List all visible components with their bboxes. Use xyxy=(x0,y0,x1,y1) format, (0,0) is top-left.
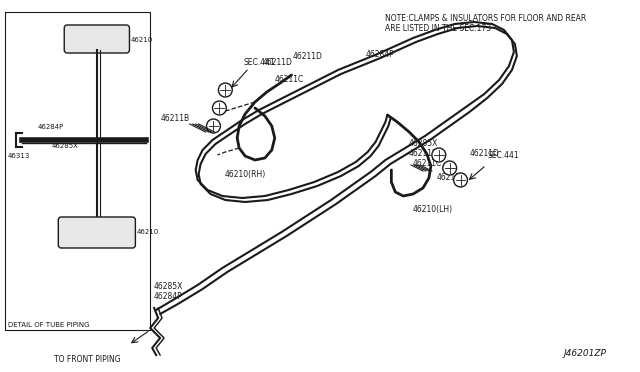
Text: SEC.441: SEC.441 xyxy=(243,58,275,67)
Text: 46313: 46313 xyxy=(8,153,30,159)
Text: TO FRONT PIPING: TO FRONT PIPING xyxy=(54,355,121,364)
Text: 46211C: 46211C xyxy=(275,75,304,84)
Text: 46284P: 46284P xyxy=(153,292,182,301)
Text: ARE LISTED IN THE SEC.173: ARE LISTED IN THE SEC.173 xyxy=(385,24,492,33)
FancyBboxPatch shape xyxy=(64,25,129,53)
Text: 46211B: 46211B xyxy=(408,149,437,158)
Text: 46284P: 46284P xyxy=(365,50,394,59)
Text: 46285X: 46285X xyxy=(408,139,438,148)
Text: 46211D: 46211D xyxy=(292,52,323,61)
Circle shape xyxy=(212,101,227,115)
Circle shape xyxy=(443,161,456,175)
Text: 46210(LH): 46210(LH) xyxy=(413,205,453,214)
Text: 46211C: 46211C xyxy=(413,159,442,168)
Text: 46211D: 46211D xyxy=(469,149,499,158)
Text: 46285X: 46285X xyxy=(153,282,182,291)
Circle shape xyxy=(432,148,445,162)
Text: 46285X: 46285X xyxy=(51,143,78,149)
Text: 46211B: 46211B xyxy=(161,113,189,122)
Text: DETAIL OF TUBE PIPING: DETAIL OF TUBE PIPING xyxy=(8,322,90,328)
Text: 46211D: 46211D xyxy=(263,58,292,67)
Text: J46201ZP: J46201ZP xyxy=(563,349,606,358)
Text: 46210(RH): 46210(RH) xyxy=(225,170,266,179)
FancyBboxPatch shape xyxy=(58,217,136,248)
Text: 46284P: 46284P xyxy=(38,124,64,130)
Circle shape xyxy=(207,119,220,133)
Text: 46210: 46210 xyxy=(136,229,159,235)
Text: NOTE:CLAMPS & INSULATORS FOR FLOOR AND REAR: NOTE:CLAMPS & INSULATORS FOR FLOOR AND R… xyxy=(385,14,587,23)
Circle shape xyxy=(454,173,467,187)
Text: 46210: 46210 xyxy=(131,37,153,43)
Text: SEC.441: SEC.441 xyxy=(487,151,519,160)
Text: 46211D: 46211D xyxy=(437,173,467,182)
Circle shape xyxy=(218,83,232,97)
